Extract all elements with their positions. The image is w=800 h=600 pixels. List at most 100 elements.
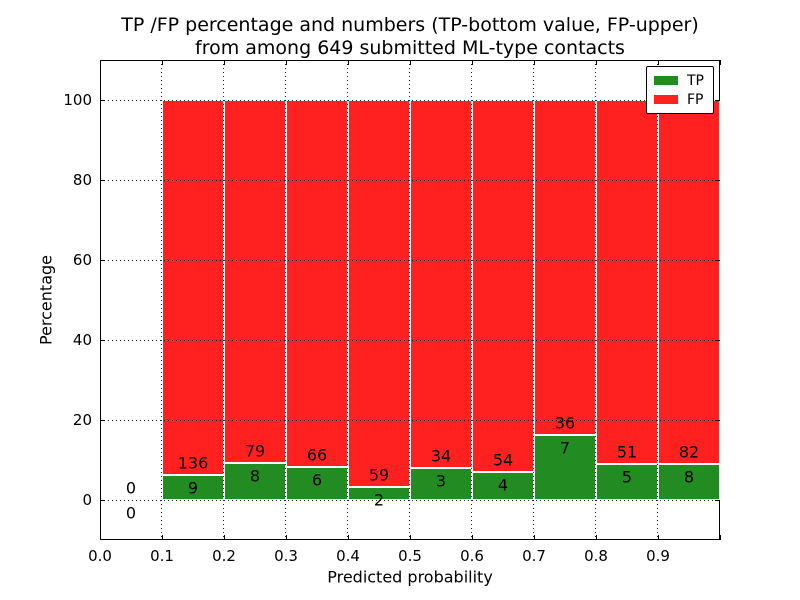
gridline	[161, 60, 162, 540]
y-tick	[715, 420, 720, 421]
x-tick	[410, 535, 411, 540]
fp-legend-label: FP	[687, 91, 704, 108]
chart-title: TP /FP percentage and numbers (TP-bottom…	[100, 14, 720, 60]
x-tick	[472, 60, 473, 65]
bar-label-tp-count: 5	[621, 467, 633, 487]
bar-label-tp-count: 2	[373, 490, 385, 510]
gridline	[100, 180, 720, 181]
bar-segment-tp	[410, 468, 472, 500]
x-tick-label: 0.6	[460, 547, 484, 565]
bar-label-fp-count: 79	[244, 441, 266, 461]
x-tick	[720, 60, 721, 65]
y-tick	[715, 340, 720, 341]
x-tick	[720, 535, 721, 540]
bar-label-fp-count: 54	[492, 450, 514, 470]
tp-legend-swatch	[654, 76, 678, 85]
bar-segment-tp	[162, 475, 224, 500]
x-tick	[596, 60, 597, 65]
bar-segment-fp	[348, 100, 410, 487]
x-tick	[658, 535, 659, 540]
x-tick-label: 0.2	[212, 547, 236, 565]
y-tick	[715, 100, 720, 101]
y-tick-label: 60	[72, 251, 92, 269]
bar-label-fp-count: 34	[430, 446, 452, 466]
gridline	[409, 60, 410, 540]
bar-segment-tp	[658, 464, 720, 500]
bar-label-tp-count: 3	[435, 471, 447, 491]
bar-segment-fp	[658, 100, 720, 464]
x-tick-label: 0.1	[150, 547, 174, 565]
x-tick	[162, 60, 163, 65]
x-tick-label: 0.0	[88, 547, 112, 565]
bar-label-tp-count: 7	[559, 438, 571, 458]
y-tick-label: 20	[72, 411, 92, 429]
bar-label-fp-count: 66	[306, 445, 328, 465]
bar-label-fp-count: 36	[554, 413, 576, 433]
gridline	[657, 60, 658, 540]
x-tick-label: 0.4	[336, 547, 360, 565]
bar-label-tp-count: 4	[497, 475, 509, 495]
x-tick	[596, 535, 597, 540]
gridline	[100, 500, 720, 501]
y-tick	[715, 180, 720, 181]
x-tick	[410, 60, 411, 65]
y-tick-label: 0	[82, 491, 92, 509]
gridline	[595, 60, 596, 540]
bar-label-tp-count: 0	[125, 503, 137, 523]
legend: TP FP	[646, 66, 714, 114]
bar-segment-fp	[472, 100, 534, 472]
x-tick	[224, 60, 225, 65]
gridline	[347, 60, 348, 540]
gridline	[285, 60, 286, 540]
bar-segment-fp	[224, 100, 286, 463]
x-axis-label: Predicted probability	[327, 567, 493, 587]
y-tick-label: 100	[63, 91, 92, 109]
bar-segment-tp	[224, 463, 286, 500]
y-tick	[100, 340, 105, 341]
y-tick-label: 40	[72, 331, 92, 349]
y-tick	[100, 260, 105, 261]
bar-segment-tp	[472, 472, 534, 500]
bar-label-fp-count: 0	[125, 478, 137, 498]
bar-segment-fp	[534, 100, 596, 435]
chart-title-line1: TP /FP percentage and numbers (TP-bottom…	[121, 14, 699, 36]
tp-legend-label: TP	[687, 72, 704, 89]
x-tick-label: 0.9	[646, 547, 670, 565]
x-tick	[472, 535, 473, 540]
gridline	[100, 100, 720, 101]
x-tick	[348, 535, 349, 540]
x-tick	[224, 535, 225, 540]
gridline	[100, 260, 720, 261]
x-tick	[100, 535, 101, 540]
gridline	[471, 60, 472, 540]
x-tick	[348, 60, 349, 65]
y-tick	[715, 500, 720, 501]
bar-label-tp-count: 9	[187, 478, 199, 498]
bar-segment-tp	[596, 464, 658, 500]
bar-label-fp-count: 59	[368, 465, 390, 485]
gridline	[533, 60, 534, 540]
y-tick	[100, 420, 105, 421]
chart-title-line2: from among 649 submitted ML-type contact…	[195, 37, 625, 59]
bar-segment-tp	[534, 435, 596, 500]
x-tick	[162, 535, 163, 540]
x-tick-label: 0.8	[584, 547, 608, 565]
x-tick	[100, 60, 101, 65]
gridline	[223, 60, 224, 540]
gridline	[100, 340, 720, 341]
bar-label-fp-count: 136	[177, 453, 209, 473]
legend-item-fp: FP	[654, 90, 713, 109]
y-tick	[715, 260, 720, 261]
gridline	[100, 420, 720, 421]
x-tick-label: 0.5	[398, 547, 422, 565]
y-tick	[100, 180, 105, 181]
bar-label-fp-count: 82	[678, 442, 700, 462]
x-tick	[534, 535, 535, 540]
x-tick	[286, 60, 287, 65]
bar-segment-fp	[162, 100, 224, 475]
bar-label-tp-count: 8	[683, 467, 695, 487]
x-tick	[534, 60, 535, 65]
bar-segment-fp	[410, 100, 472, 468]
y-tick	[100, 500, 105, 501]
